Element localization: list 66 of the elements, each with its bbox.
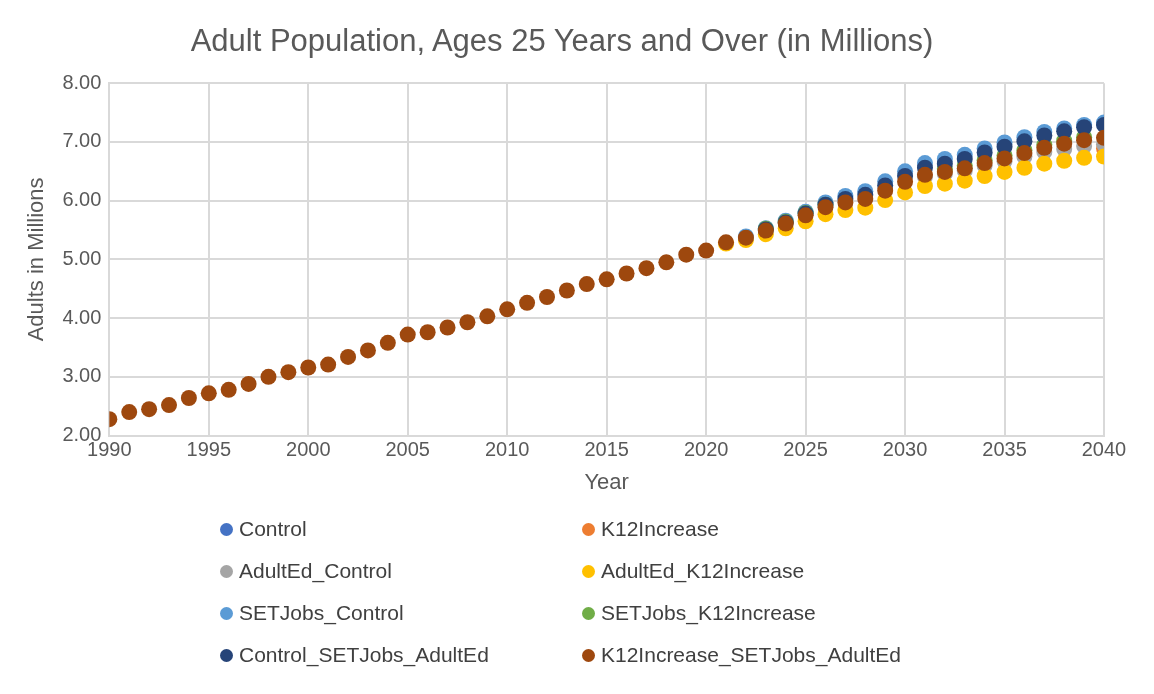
x-tick-label: 2010 bbox=[484, 438, 530, 461]
point bbox=[240, 375, 257, 392]
point bbox=[479, 308, 496, 325]
point bbox=[837, 194, 854, 211]
point bbox=[897, 173, 914, 190]
point bbox=[678, 246, 695, 263]
legend-label: Control bbox=[239, 517, 307, 541]
point bbox=[320, 356, 337, 373]
legend-label: Control_SETJobs_AdultEd bbox=[239, 643, 489, 667]
y-axis-title: Adults in Millions bbox=[23, 177, 49, 342]
chart-title: Adult Population, Ages 25 Years and Over (in Millions) bbox=[190, 23, 934, 59]
point bbox=[658, 254, 675, 271]
legend-label: K12Increase bbox=[601, 517, 719, 541]
legend-label: AdultEd_K12Increase bbox=[601, 559, 805, 583]
y-tick-label: 8.00 bbox=[62, 70, 102, 93]
point bbox=[459, 314, 476, 331]
point bbox=[558, 282, 575, 299]
point bbox=[161, 397, 178, 414]
x-tick-label: 2040 bbox=[1081, 438, 1127, 461]
point bbox=[1056, 152, 1073, 169]
y-tick-label: 4.00 bbox=[62, 305, 102, 328]
y-tick-label: 6.00 bbox=[62, 188, 102, 211]
point bbox=[698, 242, 715, 259]
point bbox=[1036, 155, 1053, 172]
point bbox=[1016, 159, 1033, 176]
point bbox=[578, 276, 595, 293]
point bbox=[419, 324, 436, 341]
point bbox=[538, 288, 555, 305]
y-tick-label: 7.00 bbox=[62, 129, 102, 152]
x-tick-label: 2015 bbox=[584, 438, 629, 461]
x-tick-label: 1995 bbox=[186, 438, 232, 461]
legend-label: SETJobs_K12Increase bbox=[601, 601, 816, 625]
point bbox=[499, 301, 516, 318]
point bbox=[260, 368, 277, 385]
legend-label: AdultEd_Control bbox=[239, 559, 392, 583]
y-tick-label: 3.00 bbox=[62, 364, 102, 387]
point bbox=[300, 359, 317, 376]
point bbox=[638, 260, 655, 277]
x-tick-label: 2025 bbox=[783, 438, 828, 461]
point bbox=[1076, 149, 1093, 166]
x-tick-label: 2030 bbox=[882, 438, 928, 461]
point bbox=[280, 364, 297, 381]
point bbox=[399, 326, 416, 343]
point bbox=[379, 334, 396, 351]
point bbox=[439, 319, 456, 336]
point bbox=[340, 348, 357, 365]
point bbox=[180, 390, 197, 407]
point bbox=[598, 271, 615, 288]
legend-label: SETJobs_Control bbox=[239, 601, 404, 625]
point bbox=[618, 265, 635, 282]
point bbox=[996, 163, 1013, 180]
point bbox=[857, 190, 874, 207]
point bbox=[121, 404, 138, 421]
point bbox=[519, 294, 536, 311]
point bbox=[141, 401, 158, 418]
x-tick-label: 2035 bbox=[982, 438, 1027, 461]
x-tick-label: 2000 bbox=[286, 438, 331, 461]
point bbox=[220, 381, 237, 398]
legend-label: K12Increase_SETJobs_AdultEd bbox=[601, 643, 902, 667]
point bbox=[200, 385, 217, 402]
y-tick-label: 5.00 bbox=[62, 246, 102, 269]
point bbox=[359, 342, 376, 359]
x-axis-title: Year bbox=[584, 468, 629, 494]
x-tick-label: 2020 bbox=[683, 438, 729, 461]
point bbox=[877, 182, 894, 199]
x-tick-label: 2005 bbox=[385, 438, 430, 461]
